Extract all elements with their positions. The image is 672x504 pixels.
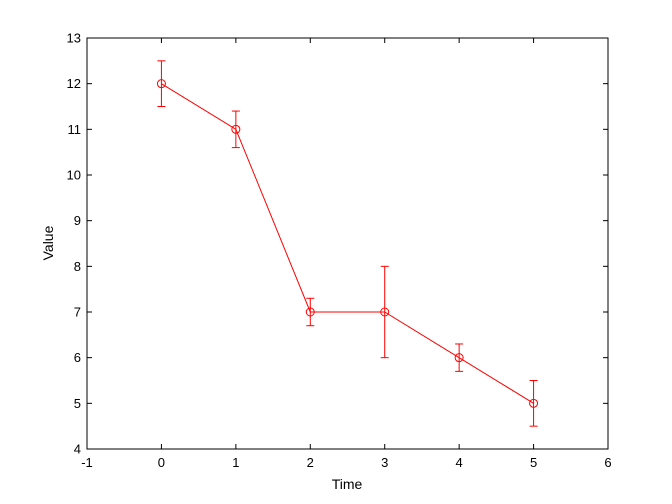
y-tick-label: 9	[74, 213, 81, 228]
x-tick-label: 2	[307, 455, 314, 470]
y-tick-label: 12	[67, 76, 81, 91]
series-line	[161, 83, 534, 404]
x-tick-label: 3	[381, 455, 388, 470]
y-tick-label: 4	[74, 442, 81, 457]
y-axis-label: Value	[40, 225, 56, 260]
data-point	[305, 307, 315, 317]
x-tick-label: 6	[604, 455, 611, 470]
series-layer	[156, 60, 539, 427]
y-tick-label: 13	[67, 31, 81, 46]
x-tick-label: 5	[530, 455, 537, 470]
x-tick-label: 4	[456, 455, 463, 470]
data-point	[156, 79, 166, 89]
data-point	[231, 124, 241, 134]
data-point	[454, 353, 464, 363]
data-point	[529, 398, 539, 408]
y-tick-label: 7	[74, 305, 81, 320]
y-tick-label: 10	[67, 168, 81, 183]
y-tick-label: 11	[68, 122, 82, 137]
x-tick-label: -1	[81, 455, 93, 470]
x-tick-label: 0	[158, 455, 165, 470]
y-tick-label: 5	[74, 396, 81, 411]
y-tick-label: 8	[74, 259, 81, 274]
y-tick-label: 6	[74, 350, 81, 365]
x-axis-label: Time	[332, 476, 363, 492]
data-point	[380, 307, 390, 317]
plot-area	[86, 37, 609, 450]
x-tick-label: 1	[232, 455, 239, 470]
